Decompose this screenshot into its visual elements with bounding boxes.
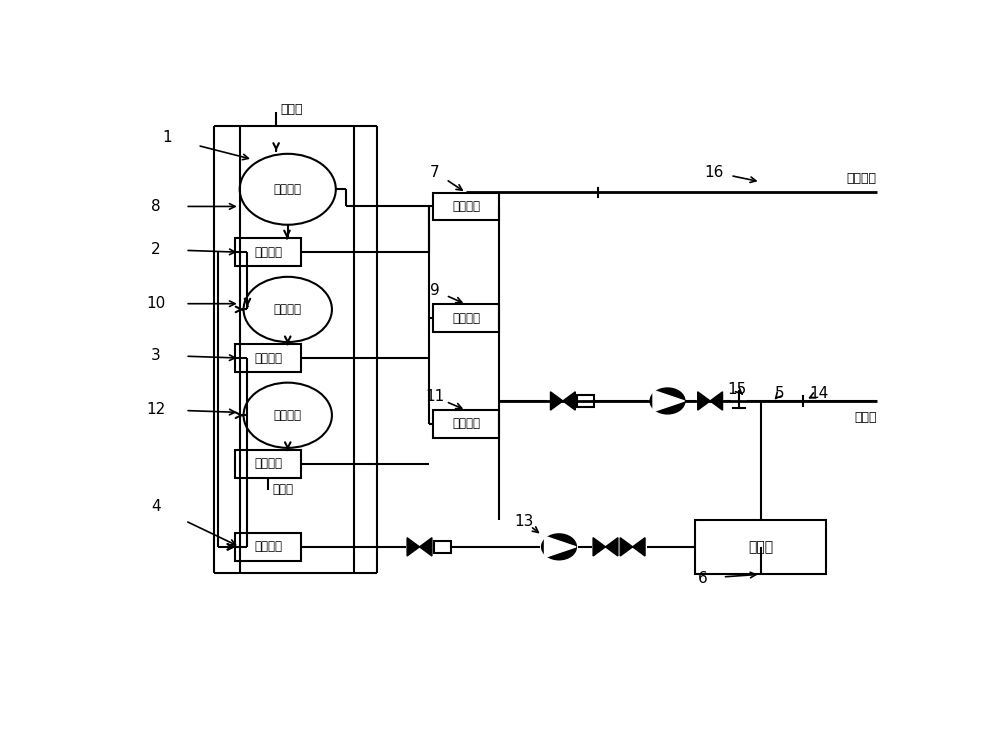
Text: 油冷却器: 油冷却器 xyxy=(254,540,282,554)
Text: 一级冷却: 一级冷却 xyxy=(254,246,282,259)
Text: 14: 14 xyxy=(809,386,828,401)
Bar xyxy=(577,395,594,407)
Polygon shape xyxy=(545,536,576,557)
Text: 3: 3 xyxy=(151,348,161,363)
Text: 6: 6 xyxy=(698,571,707,585)
Text: 出气口: 出气口 xyxy=(272,483,293,496)
Circle shape xyxy=(542,534,576,559)
Text: 16: 16 xyxy=(704,165,724,180)
Bar xyxy=(235,239,301,266)
Text: 冷水进: 冷水进 xyxy=(854,412,877,424)
Text: 8: 8 xyxy=(151,199,161,214)
Bar xyxy=(235,533,301,560)
Bar xyxy=(434,541,451,553)
Text: 冷却塔: 冷却塔 xyxy=(748,540,773,554)
Text: 10: 10 xyxy=(146,296,166,311)
Polygon shape xyxy=(710,392,723,410)
Text: 三级冷却: 三级冷却 xyxy=(254,458,282,470)
Bar xyxy=(235,450,301,478)
Text: 5: 5 xyxy=(775,386,785,401)
Text: 4: 4 xyxy=(151,499,161,514)
Text: 2: 2 xyxy=(151,242,161,257)
Polygon shape xyxy=(407,538,420,556)
Bar xyxy=(235,344,301,372)
Text: 热交换器: 热交换器 xyxy=(452,311,480,325)
Polygon shape xyxy=(563,392,575,410)
Circle shape xyxy=(650,389,685,414)
Polygon shape xyxy=(633,538,645,556)
Text: 7: 7 xyxy=(430,165,440,180)
Text: 二级压缩: 二级压缩 xyxy=(274,303,302,316)
Text: 12: 12 xyxy=(146,402,166,417)
Text: 一级压缩: 一级压缩 xyxy=(274,183,302,195)
Polygon shape xyxy=(420,538,432,556)
Bar xyxy=(433,410,499,438)
Polygon shape xyxy=(698,392,710,410)
Text: 高温水出: 高温水出 xyxy=(847,172,877,185)
Text: 二级冷却: 二级冷却 xyxy=(254,351,282,365)
Bar xyxy=(695,519,826,574)
Bar xyxy=(433,192,499,220)
Text: 11: 11 xyxy=(425,389,445,404)
Polygon shape xyxy=(620,538,633,556)
Text: 1: 1 xyxy=(163,130,172,146)
Text: 热交换器: 热交换器 xyxy=(452,418,480,430)
Text: 二级压缩: 二级压缩 xyxy=(274,409,302,422)
Polygon shape xyxy=(606,538,618,556)
Polygon shape xyxy=(550,392,563,410)
Text: 13: 13 xyxy=(514,513,534,528)
Bar xyxy=(433,305,499,331)
Text: 15: 15 xyxy=(728,382,747,397)
Text: 热交换器: 热交换器 xyxy=(452,200,480,213)
Polygon shape xyxy=(593,538,606,556)
Text: 进气口: 进气口 xyxy=(280,103,302,116)
Text: 9: 9 xyxy=(430,283,440,298)
Polygon shape xyxy=(653,390,685,412)
